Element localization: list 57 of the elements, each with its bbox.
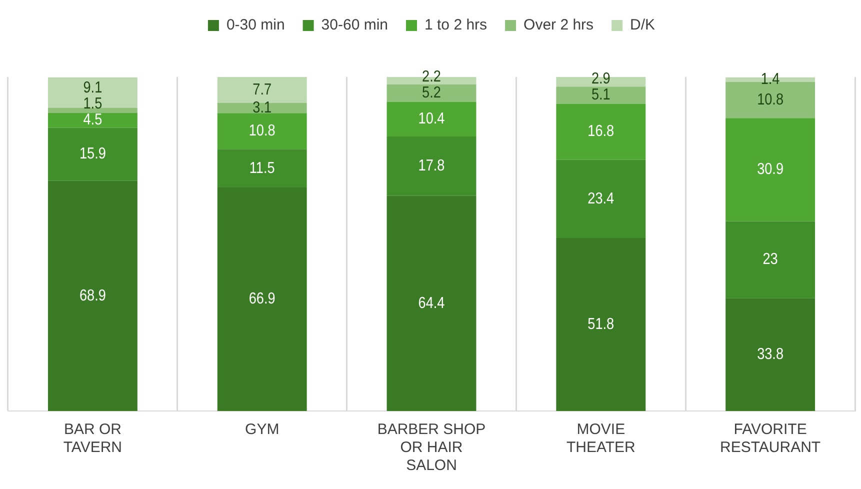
- bar: [217, 102, 307, 114]
- bar: [217, 149, 307, 188]
- data-label: 4.5: [83, 112, 102, 129]
- legend-label: Over 2 hrs: [524, 16, 594, 34]
- bar: [556, 160, 646, 238]
- bar: [48, 108, 138, 113]
- bar: [556, 104, 646, 160]
- x-tick-label: GYM: [245, 421, 280, 438]
- data-label: 9.1: [83, 80, 102, 97]
- data-label: 30.9: [757, 161, 784, 178]
- data-label: 64.4: [418, 294, 445, 312]
- legend-label: 0-30 min: [226, 16, 285, 34]
- data-label: 1.5: [83, 96, 102, 113]
- data-label: 15.9: [79, 146, 106, 164]
- bar: [48, 112, 138, 128]
- data-label: 66.9: [248, 290, 276, 308]
- data-label: 2.9: [591, 70, 610, 88]
- bar: [726, 221, 816, 298]
- data-label: 11.5: [249, 160, 275, 178]
- legend-label: D/K: [630, 16, 656, 34]
- data-label: 23: [762, 251, 778, 268]
- legend-label: 1 to 2 hrs: [424, 16, 488, 34]
- data-label: 10.8: [248, 122, 276, 140]
- bar: [386, 136, 476, 196]
- bar: [217, 77, 307, 103]
- data-label: 2.2: [422, 68, 441, 86]
- data-label: 5.2: [422, 84, 441, 102]
- data-label: 17.8: [418, 158, 445, 175]
- data-label: 7.7: [252, 81, 272, 99]
- data-label: 1.4: [760, 71, 780, 88]
- data-label: 3.1: [252, 99, 272, 117]
- bar: [386, 102, 476, 136]
- data-label: 16.8: [588, 123, 614, 140]
- bar: [726, 118, 816, 222]
- x-tick-label: MOVIE THEATER: [566, 421, 636, 456]
- legend-label: 30-60 min: [321, 16, 388, 34]
- bar: [217, 188, 307, 411]
- x-tick-label: FAVORITE RESTAURANT: [720, 421, 821, 456]
- data-label: 5.1: [591, 86, 610, 104]
- bar: [726, 82, 816, 118]
- x-tick-label: BAR OR TAVERN: [63, 421, 122, 456]
- bar: [386, 196, 476, 411]
- data-label: 10.8: [757, 92, 784, 109]
- data-label: 33.8: [757, 346, 784, 364]
- bar: [48, 180, 138, 411]
- x-tick-label: BARBER SHOP OR HAIR SALON: [377, 421, 486, 474]
- data-label: 68.9: [79, 287, 106, 305]
- bar: [48, 128, 138, 181]
- data-label: 23.4: [588, 190, 614, 208]
- data-label: 10.4: [418, 110, 445, 128]
- bar: [726, 298, 816, 411]
- bar: [217, 113, 307, 150]
- bar: [386, 84, 476, 102]
- bar: [48, 77, 138, 108]
- bar: [556, 86, 646, 104]
- data-label: 51.8: [588, 316, 614, 334]
- bar: [556, 238, 646, 411]
